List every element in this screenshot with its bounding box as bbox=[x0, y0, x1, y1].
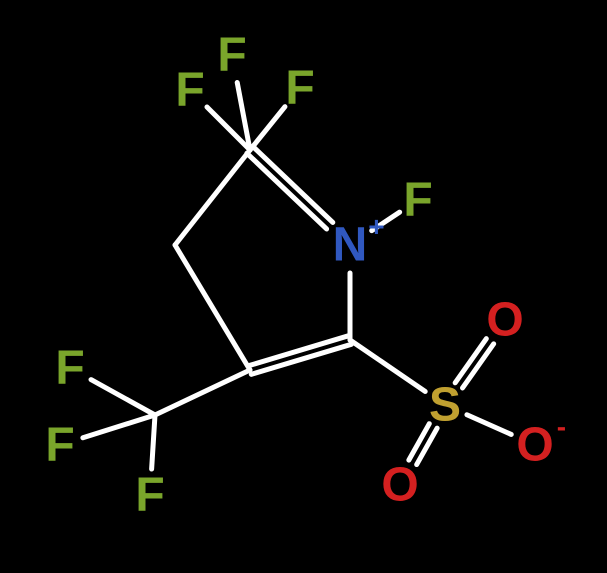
atom-label-F4: F bbox=[55, 342, 84, 395]
charge-label-O3: - bbox=[557, 411, 566, 442]
atom-label-O2: O bbox=[381, 459, 418, 512]
atom-label-F1: F bbox=[175, 64, 204, 117]
labels-layer: N+FFFFFFFSOOO- bbox=[45, 29, 566, 522]
molecule-diagram: N+FFFFFFFSOOO- bbox=[0, 0, 607, 573]
atom-label-O3: O bbox=[516, 419, 553, 472]
atom-label-F6: F bbox=[135, 469, 164, 522]
atom-label-O1: O bbox=[486, 294, 523, 347]
atom-label-S: S bbox=[429, 379, 461, 432]
atom-label-FN: F bbox=[403, 174, 432, 227]
atom-label-F2: F bbox=[217, 29, 246, 82]
atom-label-N: N bbox=[333, 219, 368, 272]
charge-label-N: + bbox=[368, 211, 384, 242]
atom-label-F3: F bbox=[285, 62, 314, 115]
atom-label-F5: F bbox=[45, 419, 74, 472]
